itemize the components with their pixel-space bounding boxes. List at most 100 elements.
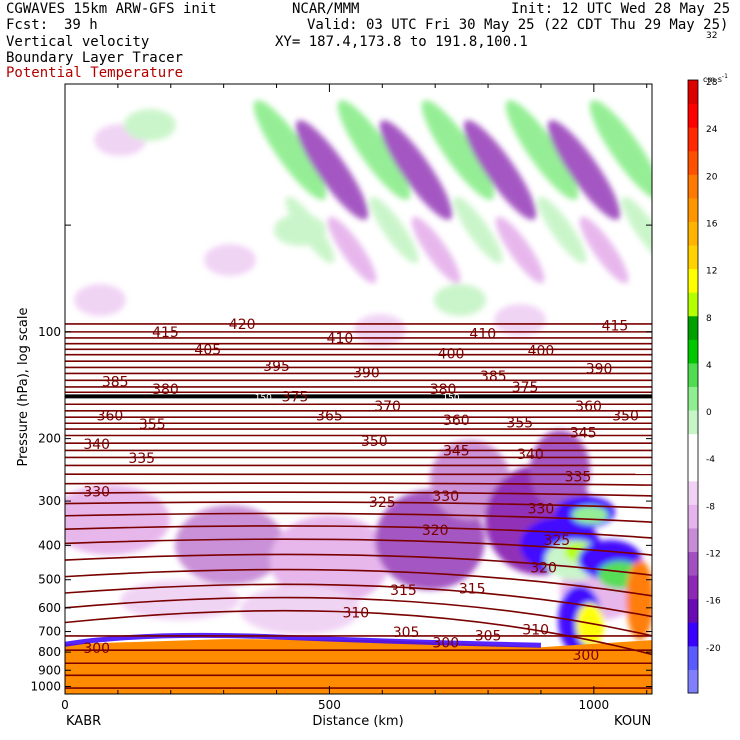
colorbar-swatch (688, 174, 698, 199)
theta-label: 335 (565, 470, 592, 486)
theta-label: 305 (475, 628, 502, 644)
theta-contour (65, 609, 652, 656)
valid-time: Valid: 03 UTC Fri 30 May 25 (22 CDT Thu … (307, 17, 729, 33)
colorbar-swatch (688, 150, 698, 175)
cross-section-endpoints: XY= 187.4,173.8 to 191.8,100.1 (275, 34, 528, 50)
colorbar-swatch (688, 315, 698, 340)
colorbar-swatch (688, 504, 698, 529)
theta-label: 415 (152, 325, 179, 341)
theta-label: 410 (327, 331, 354, 347)
theta-label: 340 (517, 447, 544, 463)
boundary-layer-top-shading (65, 632, 542, 648)
plot-frame (64, 83, 653, 695)
theta-label: 380 (430, 382, 457, 398)
theta-contour (65, 568, 652, 597)
theta-label: 320 (422, 523, 449, 539)
colorbar-label: -8 (706, 502, 715, 512)
colorbar-swatch (688, 410, 698, 435)
theta-label: 395 (263, 359, 290, 375)
theta-label: 345 (443, 443, 470, 459)
theta-label: 360 (443, 413, 470, 429)
theta-contour (65, 512, 652, 523)
theta-contour (65, 583, 652, 618)
theta-label: 410 (469, 326, 496, 342)
theta-label: 340 (83, 437, 110, 453)
colorbar-label: -12 (706, 550, 721, 560)
x-axis-title: Distance (km) (312, 714, 403, 729)
wave-band (463, 120, 537, 220)
wave-band (589, 100, 652, 200)
colorbar-swatch (688, 80, 698, 105)
theta-label: 305 (393, 625, 420, 641)
theta-label: 385 (102, 374, 129, 390)
sinking-region (175, 505, 285, 585)
wave-blob (274, 214, 326, 246)
colorbar-swatch (688, 362, 698, 387)
colorbar-label: -20 (706, 644, 721, 654)
colorbar-swatch (688, 386, 698, 411)
forecast-hour: 39 h (64, 17, 98, 33)
wave-blob (494, 304, 546, 336)
theta-label: 310 (342, 605, 369, 621)
field-boundary-layer-tracer: Boundary Layer Tracer (6, 50, 184, 66)
colorbar-label: 32 (706, 31, 717, 41)
colorbar-swatch (688, 103, 698, 128)
theta-label: 315 (459, 582, 486, 598)
colorbar-label: 24 (706, 125, 718, 135)
colorbar-label: 4 (706, 361, 712, 371)
colorbar-label: -4 (706, 455, 715, 465)
y-tick-label: 600 (38, 601, 61, 615)
tropopause-label: 150 (255, 393, 272, 403)
field-potential-temperature: Potential Temperature (6, 65, 184, 81)
theta-label: 350 (612, 408, 639, 424)
theta-label: 360 (575, 399, 602, 415)
theta-label: 320 (530, 561, 557, 577)
y-tick-label: 400 (38, 538, 61, 552)
theta-label: 415 (602, 319, 629, 335)
theta-contour (65, 482, 652, 486)
colorbar-label: 20 (706, 172, 718, 182)
theta-label: 355 (506, 415, 533, 431)
boundary-layer-shading (65, 639, 652, 694)
theta-label: 355 (139, 417, 166, 433)
wave-blob (354, 314, 406, 346)
updraft-core (626, 560, 652, 640)
y-tick-label: 800 (38, 645, 61, 659)
theta-label: 400 (438, 346, 465, 362)
theta-label: 325 (543, 533, 570, 549)
wave-band (369, 196, 419, 264)
org-label: NCAR/MMM (292, 1, 360, 17)
colorbar-swatch (688, 645, 698, 670)
wave-blob (124, 109, 176, 141)
model-title: CGWAVES 15km ARW-GFS init (6, 1, 217, 17)
theta-label: 385 (480, 369, 507, 385)
theta-contour (65, 491, 652, 497)
wave-band (253, 100, 327, 200)
theta-contour (65, 596, 652, 637)
y-tick-label: 300 (38, 494, 61, 508)
colorbar-label: 8 (706, 314, 712, 324)
theta-label: 365 (316, 408, 343, 424)
x-tick-label: 500 (318, 698, 341, 712)
colorbar-swatch (688, 598, 698, 623)
theta-label: 325 (369, 495, 396, 511)
wave-band (379, 120, 453, 220)
theta-label: 330 (528, 502, 555, 518)
y-tick-label: 1000 (30, 679, 61, 693)
sinking-region (270, 515, 390, 605)
wave-band (327, 216, 377, 284)
wave-band (421, 100, 495, 200)
theta-label: 330 (83, 485, 110, 501)
theta-label: 375 (512, 380, 539, 396)
theta-label: 380 (152, 382, 179, 398)
colorbar-swatch (688, 433, 698, 458)
wave-band (505, 100, 579, 200)
y-tick-label: 100 (38, 325, 61, 339)
colorbar-swatch (688, 457, 698, 482)
theta-label: 315 (390, 583, 417, 599)
wave-blob (74, 284, 126, 316)
field-vertical-velocity: Vertical velocity (6, 34, 150, 50)
colorbar-swatch (688, 268, 698, 293)
theta-label: 300 (432, 636, 459, 652)
